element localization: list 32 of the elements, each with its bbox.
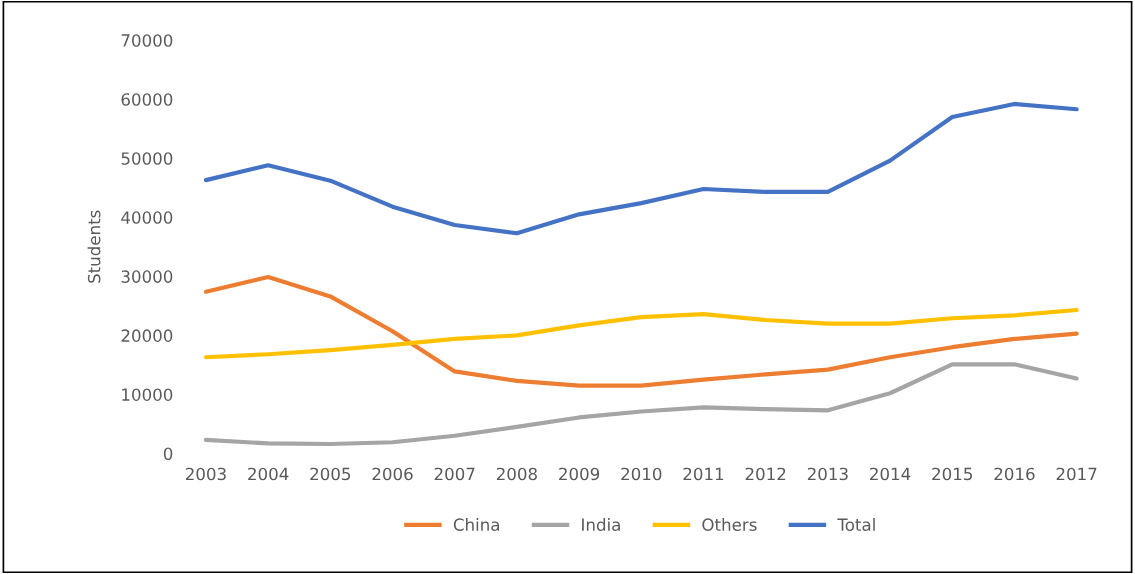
y-axis-title: Students bbox=[87, 210, 101, 283]
x-tick-label: 2004 bbox=[248, 467, 289, 481]
y-tick-label: 70000 bbox=[121, 34, 173, 47]
x-tick-label: 2003 bbox=[185, 467, 226, 481]
y-tick-label: 30000 bbox=[121, 270, 173, 283]
y-tick-label: 0 bbox=[163, 447, 173, 461]
x-tick-label: 2013 bbox=[807, 467, 848, 481]
x-tick-label: 2007 bbox=[434, 467, 475, 481]
x-tick-label: 2008 bbox=[496, 467, 537, 481]
x-tick-label: 2016 bbox=[994, 467, 1035, 481]
y-tick-label: 10000 bbox=[122, 388, 173, 401]
line-series bbox=[203, 101, 1079, 236]
legend-label: Total bbox=[837, 518, 875, 531]
x-tick-label: 2009 bbox=[559, 467, 600, 481]
legend-label: Others bbox=[702, 518, 757, 531]
line-series bbox=[203, 362, 1079, 447]
x-tick-label: 2015 bbox=[932, 467, 972, 481]
legend-label: China bbox=[453, 518, 499, 531]
x-tick-label: 2014 bbox=[870, 467, 911, 481]
x-tick-label: 2005 bbox=[310, 467, 351, 481]
y-tick-label: 50000 bbox=[121, 152, 173, 165]
x-tick-label: 2017 bbox=[1056, 467, 1097, 481]
x-tick-label: 2006 bbox=[372, 467, 413, 481]
x-tick-label: 2010 bbox=[621, 467, 662, 481]
y-tick-label: 60000 bbox=[121, 93, 173, 106]
x-tick-label: 2011 bbox=[683, 467, 724, 481]
line-series bbox=[203, 307, 1079, 360]
line-series bbox=[203, 274, 1079, 388]
x-tick-label: 2012 bbox=[745, 467, 786, 481]
y-tick-label: 40000 bbox=[121, 211, 173, 224]
y-tick-label: 20000 bbox=[121, 329, 173, 342]
legend-label: India bbox=[582, 518, 620, 531]
